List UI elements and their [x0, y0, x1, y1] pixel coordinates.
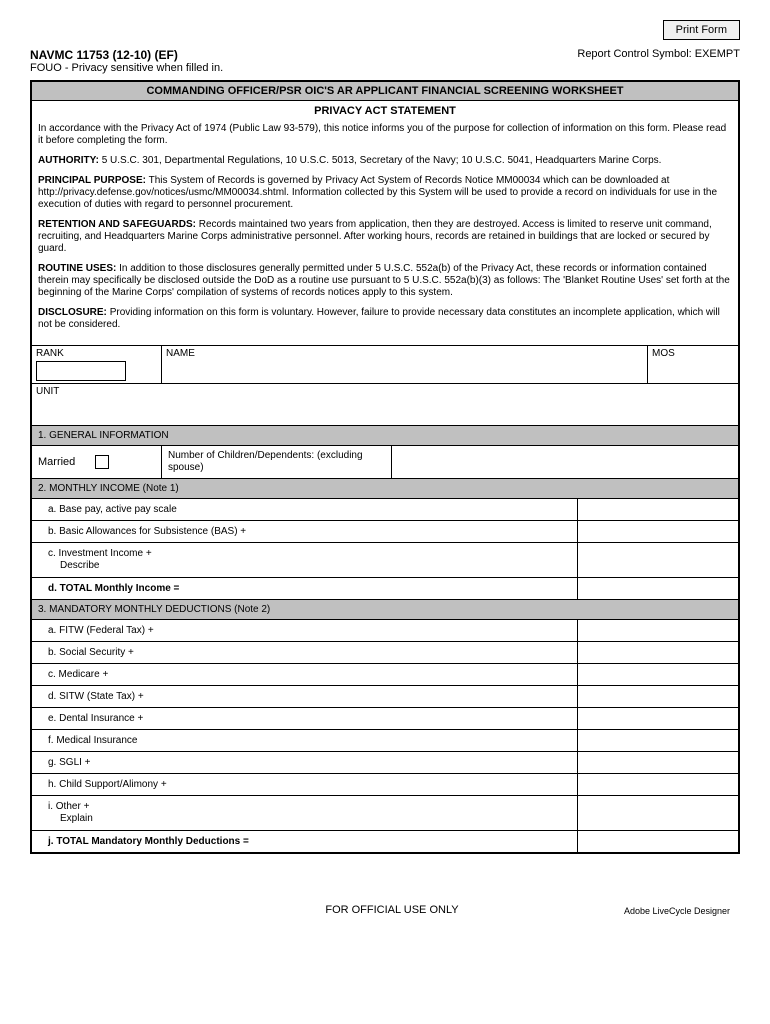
privacy-intro: In accordance with the Privacy Act of 19…: [38, 123, 732, 147]
deduct-i-input[interactable]: [578, 796, 738, 830]
deduct-g-input[interactable]: [578, 752, 738, 773]
deduct-c-label: c. Medicare +: [32, 664, 578, 685]
deduct-d-label: d. SITW (State Tax) +: [32, 686, 578, 707]
section-1-header: 1. GENERAL INFORMATION: [32, 426, 738, 446]
print-form-button[interactable]: Print Form: [663, 20, 740, 40]
deduct-total-input[interactable]: [578, 831, 738, 852]
report-control-symbol: Report Control Symbol: EXEMPT: [577, 48, 740, 60]
deduct-f-input[interactable]: [578, 730, 738, 751]
routine-label: ROUTINE USES:: [38, 263, 116, 274]
disclosure-text: Providing information on this form is vo…: [38, 307, 720, 330]
deduct-f-label: f. Medical Insurance: [32, 730, 578, 751]
routine-text: In addition to those disclosures general…: [38, 263, 730, 298]
income-total-label: d. TOTAL Monthly Income =: [32, 578, 578, 599]
section-3-header: 3. MANDATORY MONTHLY DEDUCTIONS (Note 2): [32, 600, 738, 620]
dependents-label: Number of Children/Dependents: (excludin…: [162, 446, 392, 478]
deduct-i-label: i. Other +Explain: [32, 796, 578, 830]
deduct-b-label: b. Social Security +: [32, 642, 578, 663]
deduct-d-input[interactable]: [578, 686, 738, 707]
income-a-input[interactable]: [578, 499, 738, 520]
deduct-e-input[interactable]: [578, 708, 738, 729]
rank-input[interactable]: [36, 361, 126, 381]
name-label: NAME: [166, 348, 643, 359]
married-checkbox[interactable]: [95, 455, 109, 469]
married-label: Married: [38, 456, 75, 468]
authority-text: 5 U.S.C. 301, Departmental Regulations, …: [102, 155, 662, 166]
privacy-subtitle: PRIVACY ACT STATEMENT: [32, 101, 738, 121]
income-a-label: a. Base pay, active pay scale: [32, 499, 578, 520]
deduct-total-label: j. TOTAL Mandatory Monthly Deductions =: [32, 831, 578, 852]
deduct-a-label: a. FITW (Federal Tax) +: [32, 620, 578, 641]
deduct-h-label: h. Child Support/Alimony +: [32, 774, 578, 795]
purpose-label: PRINCIPAL PURPOSE:: [38, 175, 146, 186]
deduct-b-input[interactable]: [578, 642, 738, 663]
footer-designer: Adobe LiveCycle Designer: [624, 906, 730, 916]
privacy-act-statement: In accordance with the Privacy Act of 19…: [32, 121, 738, 346]
section-2-header: 2. MONTHLY INCOME (Note 1): [32, 479, 738, 499]
form-title: COMMANDING OFFICER/PSR OIC'S AR APPLICAN…: [32, 82, 738, 101]
deduct-e-label: e. Dental Insurance +: [32, 708, 578, 729]
income-c-label: c. Investment Income +Describe: [32, 543, 578, 577]
unit-label: UNIT: [36, 386, 734, 397]
dependents-input[interactable]: [392, 446, 738, 478]
disclosure-label: DISCLOSURE:: [38, 307, 107, 318]
mos-label: MOS: [652, 348, 734, 359]
footer-fouo: FOR OFFICIAL USE ONLY: [160, 904, 624, 916]
retention-label: RETENTION AND SAFEGUARDS:: [38, 219, 196, 230]
deduct-c-input[interactable]: [578, 664, 738, 685]
form-id: NAVMC 11753 (12-10) (EF): [30, 48, 223, 62]
income-total-input[interactable]: [578, 578, 738, 599]
deduct-g-label: g. SGLI +: [32, 752, 578, 773]
fouo-notice: FOUO - Privacy sensitive when filled in.: [30, 62, 223, 74]
income-b-input[interactable]: [578, 521, 738, 542]
income-b-label: b. Basic Allowances for Subsistence (BAS…: [32, 521, 578, 542]
rank-label: RANK: [36, 348, 157, 359]
income-c-input[interactable]: [578, 543, 738, 577]
deduct-h-input[interactable]: [578, 774, 738, 795]
authority-label: AUTHORITY:: [38, 155, 99, 166]
deduct-a-input[interactable]: [578, 620, 738, 641]
